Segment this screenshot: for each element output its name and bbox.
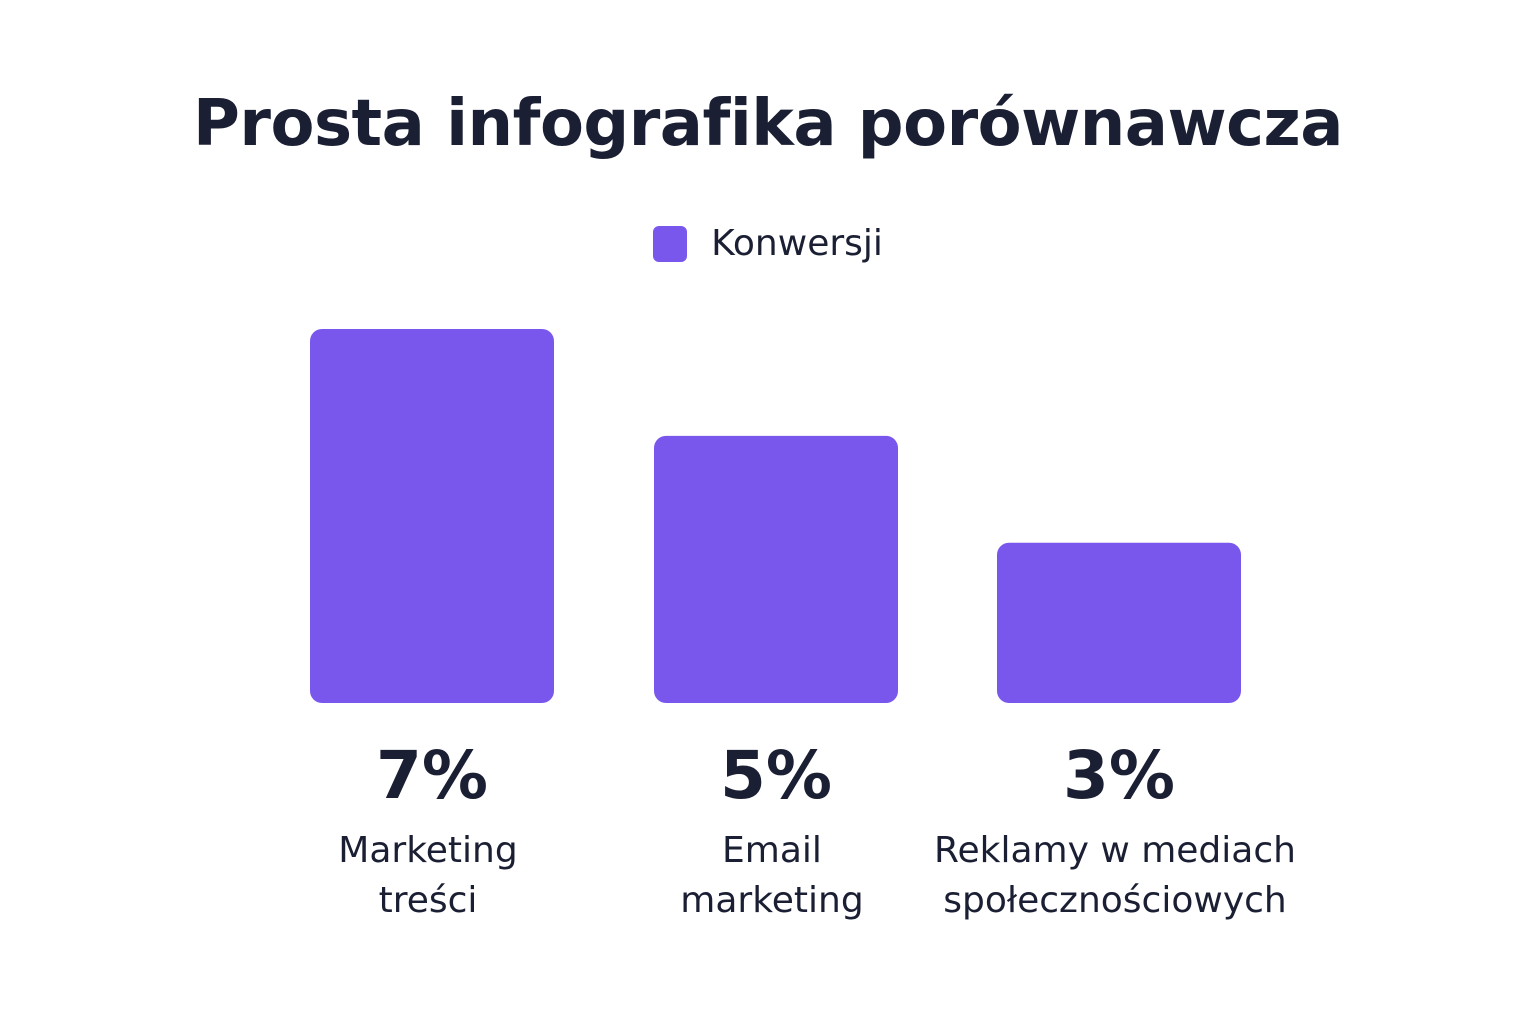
- bar-3: [997, 542, 1241, 703]
- category-label-1-line-2: treści: [379, 880, 478, 921]
- chart-legend: Konwersji: [0, 222, 1536, 266]
- category-label-3-line-2: społecznościowych: [943, 880, 1286, 921]
- legend-swatch: [653, 226, 688, 262]
- category-label-2-line-1: Email: [722, 830, 822, 871]
- legend-label: Konwersji: [711, 223, 883, 264]
- value-label-2: 5%: [720, 737, 832, 814]
- value-label-1: 7%: [376, 737, 488, 814]
- category-label-1-line-1: Marketing: [338, 830, 517, 871]
- chart-title: Prosta infografika porównawcza: [193, 87, 1343, 161]
- category-label-2-line-2: marketing: [680, 880, 863, 921]
- bar-1: [310, 329, 554, 703]
- bar-2: [654, 435, 898, 703]
- category-label-3-line-1: Reklamy w mediach: [934, 830, 1296, 871]
- value-label-3: 3%: [1063, 737, 1175, 814]
